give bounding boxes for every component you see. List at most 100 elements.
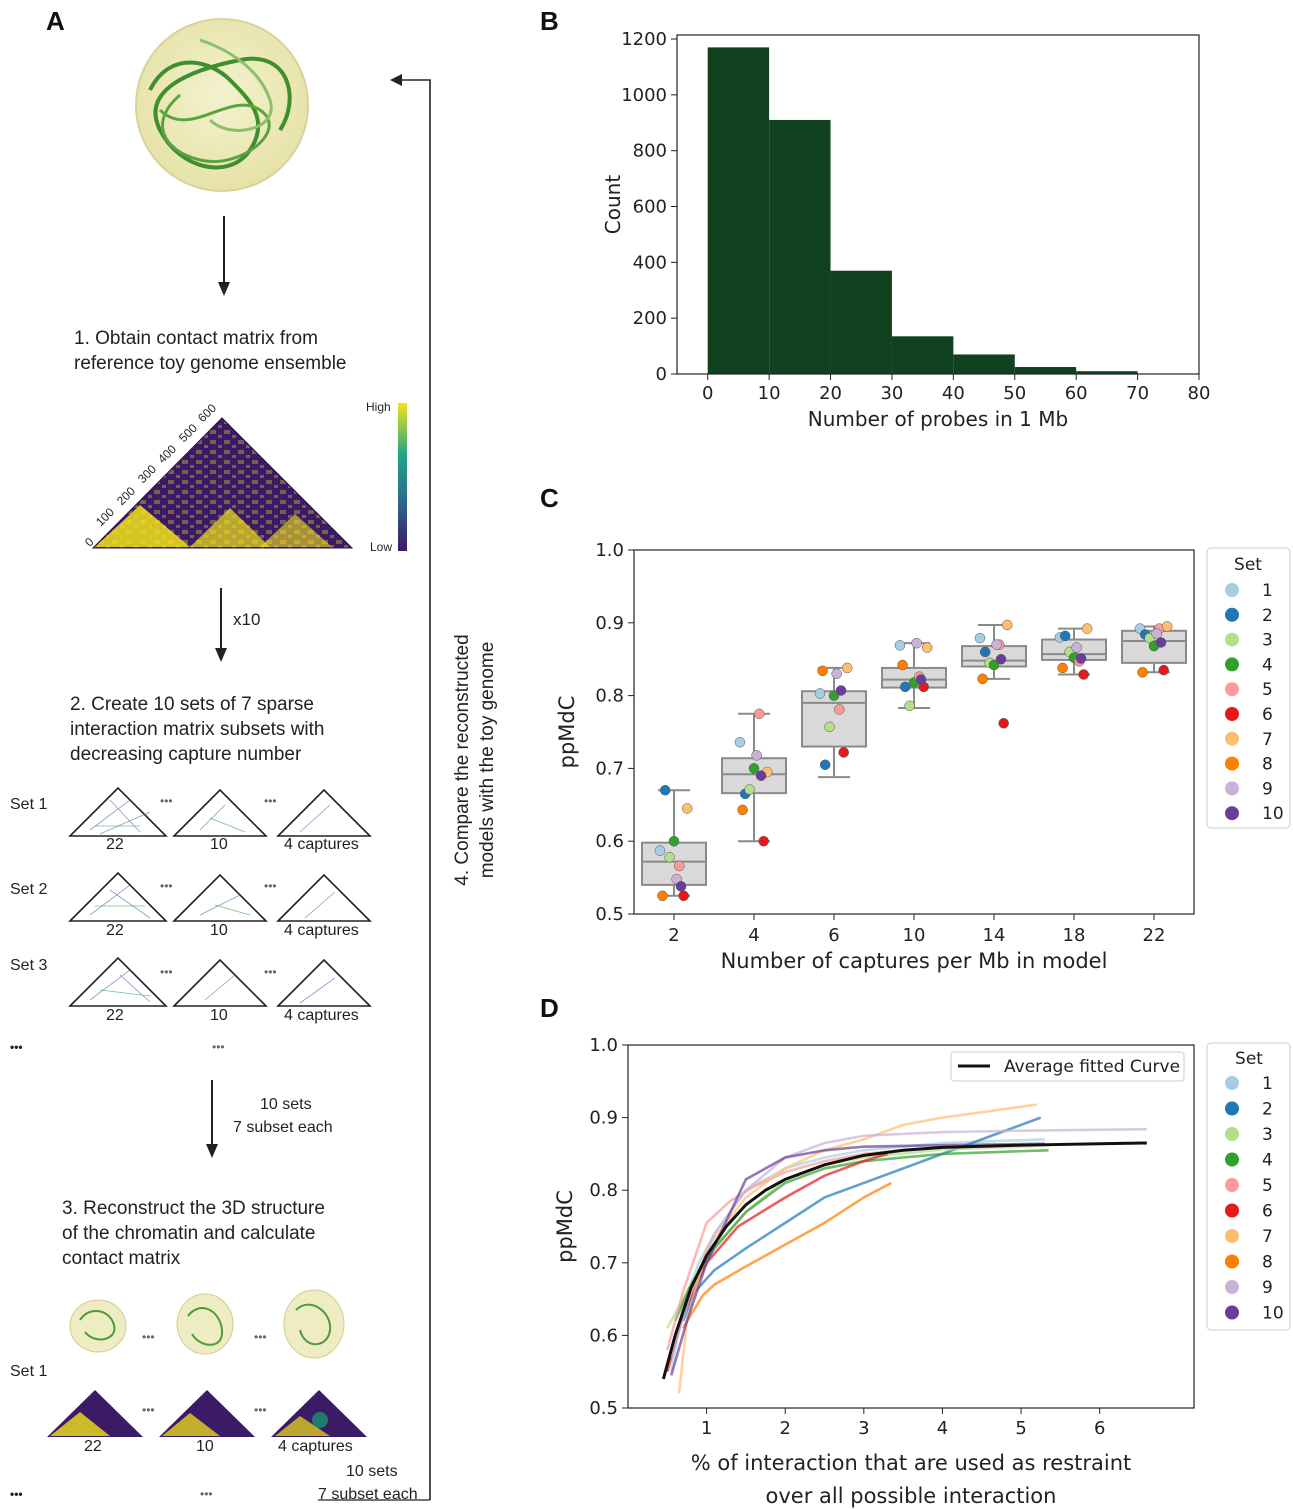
data-point	[1059, 630, 1071, 642]
y-axis-label: Count	[601, 175, 625, 235]
y-tick-label: 1200	[621, 29, 667, 50]
panel-label-b: B	[540, 6, 559, 36]
x-tick-label: 1	[701, 1418, 712, 1439]
data-point	[751, 750, 762, 761]
legend-marker	[1225, 1203, 1239, 1218]
row2-dots-a: •••	[160, 965, 173, 979]
row3-subset-22: 22	[106, 1007, 124, 1024]
data-point	[1137, 667, 1148, 678]
data-point	[921, 642, 933, 653]
data-point	[755, 770, 767, 781]
data-point	[681, 803, 693, 814]
legend-label: 1	[1262, 1074, 1273, 1094]
legend-marker	[1225, 1178, 1239, 1192]
data-point	[1155, 637, 1167, 648]
legend-marker	[1225, 1254, 1239, 1269]
y-tick-label: 0.7	[595, 758, 624, 779]
data-point	[754, 708, 765, 720]
legend-label: 7	[1262, 1227, 1273, 1247]
x-tick-label: 6	[1094, 1418, 1105, 1439]
x-tick-label: 60	[1065, 383, 1088, 404]
histogram-bar	[1014, 367, 1077, 374]
legend-title: Set	[1235, 1049, 1263, 1069]
bottom-subset-4: 4 captures	[278, 1438, 353, 1455]
row3-subset-10: 10	[210, 1007, 228, 1024]
data-point	[915, 674, 927, 685]
ten-sets-label: 10 sets	[260, 1096, 312, 1113]
x-tick-label: 80	[1188, 383, 1211, 404]
histogram-bar	[769, 119, 831, 374]
data-point	[817, 665, 828, 677]
x-tick-label: 40	[942, 383, 965, 404]
data-point	[657, 890, 668, 902]
set1-label: Set 1	[10, 796, 48, 813]
row1-dots-b: •••	[264, 879, 277, 893]
reconstructed-structures	[69, 1289, 345, 1359]
legend-label: 5	[1262, 1176, 1273, 1196]
y-tick-label: 200	[633, 308, 667, 329]
feedback-arrow	[398, 79, 431, 1500]
x-tick-label: 4	[937, 1418, 948, 1439]
legend-label: 4	[1262, 1151, 1273, 1171]
panel-d-frame	[627, 1044, 1195, 1409]
x-tick-label: 22	[1143, 925, 1166, 946]
y-tick-label: 0.7	[589, 1253, 618, 1274]
x-tick-label: 5	[1015, 1418, 1026, 1439]
legend-marker	[1225, 731, 1239, 746]
y-tick-label: 0	[656, 364, 667, 385]
colorbar-low-label: Low	[370, 540, 393, 554]
legend-label: 10	[1262, 804, 1284, 824]
panel-b-frame	[676, 34, 1200, 375]
legend-label: 5	[1262, 680, 1273, 700]
legend-label: 8	[1262, 1253, 1273, 1273]
data-point	[664, 851, 675, 863]
y-axis-label: ppMdC	[553, 1190, 577, 1263]
colorbar-high-label: High	[366, 400, 391, 414]
legend-label: 2	[1262, 606, 1273, 626]
data-point	[654, 845, 666, 856]
data-point	[674, 860, 685, 872]
x-tick-label: 2	[779, 1418, 790, 1439]
data-point	[831, 668, 842, 680]
data-point	[835, 685, 847, 696]
data-point	[977, 673, 988, 685]
data-point	[974, 632, 986, 644]
data-point	[1057, 662, 1068, 674]
panel-c-frame	[633, 549, 1195, 915]
bottom-subset-22: 22	[84, 1438, 102, 1455]
data-point	[834, 704, 845, 715]
legend-marker	[1225, 781, 1239, 796]
data-point	[678, 890, 689, 902]
row2-subset-10: 10	[210, 922, 228, 939]
x-tick-label: 3	[858, 1418, 869, 1439]
data-point	[734, 736, 746, 748]
legend-label: 1	[1262, 581, 1273, 601]
legend-label: 3	[1262, 631, 1273, 651]
step3-line2: of the chromatin and calculate	[62, 1223, 316, 1244]
y-axis-label: ppMdC	[555, 696, 579, 769]
series-line	[669, 1142, 1045, 1376]
x-tick-label: 70	[1126, 383, 1149, 404]
panel-label-c: C	[540, 483, 559, 513]
x-tick-label: 2	[668, 925, 679, 946]
x-tick-label: 18	[1063, 925, 1086, 946]
x-axis-label: Number of probes in 1 Mb	[808, 407, 1068, 431]
x-tick-label: 0	[702, 383, 713, 404]
legend-label: 8	[1262, 755, 1273, 775]
data-point	[748, 763, 760, 774]
data-point	[814, 688, 826, 699]
data-point	[824, 721, 835, 733]
step2-line3: decreasing capture number	[70, 744, 302, 765]
seven-subset-label: 7 subset each	[233, 1119, 333, 1136]
data-point	[991, 639, 1002, 650]
data-point	[894, 640, 906, 651]
x-axis-label-line1: % of interaction that are used as restra…	[691, 1451, 1132, 1475]
data-point	[897, 659, 908, 671]
legend-label: 4	[1262, 655, 1273, 675]
bottom-subset-10: 10	[196, 1438, 214, 1455]
legend-marker	[1225, 682, 1239, 697]
x-tick-label: 10	[903, 925, 926, 946]
bottom-seven-subset: 7 subset each	[318, 1486, 418, 1503]
data-point	[1081, 623, 1093, 634]
row2-subset-22: 22	[106, 922, 124, 939]
